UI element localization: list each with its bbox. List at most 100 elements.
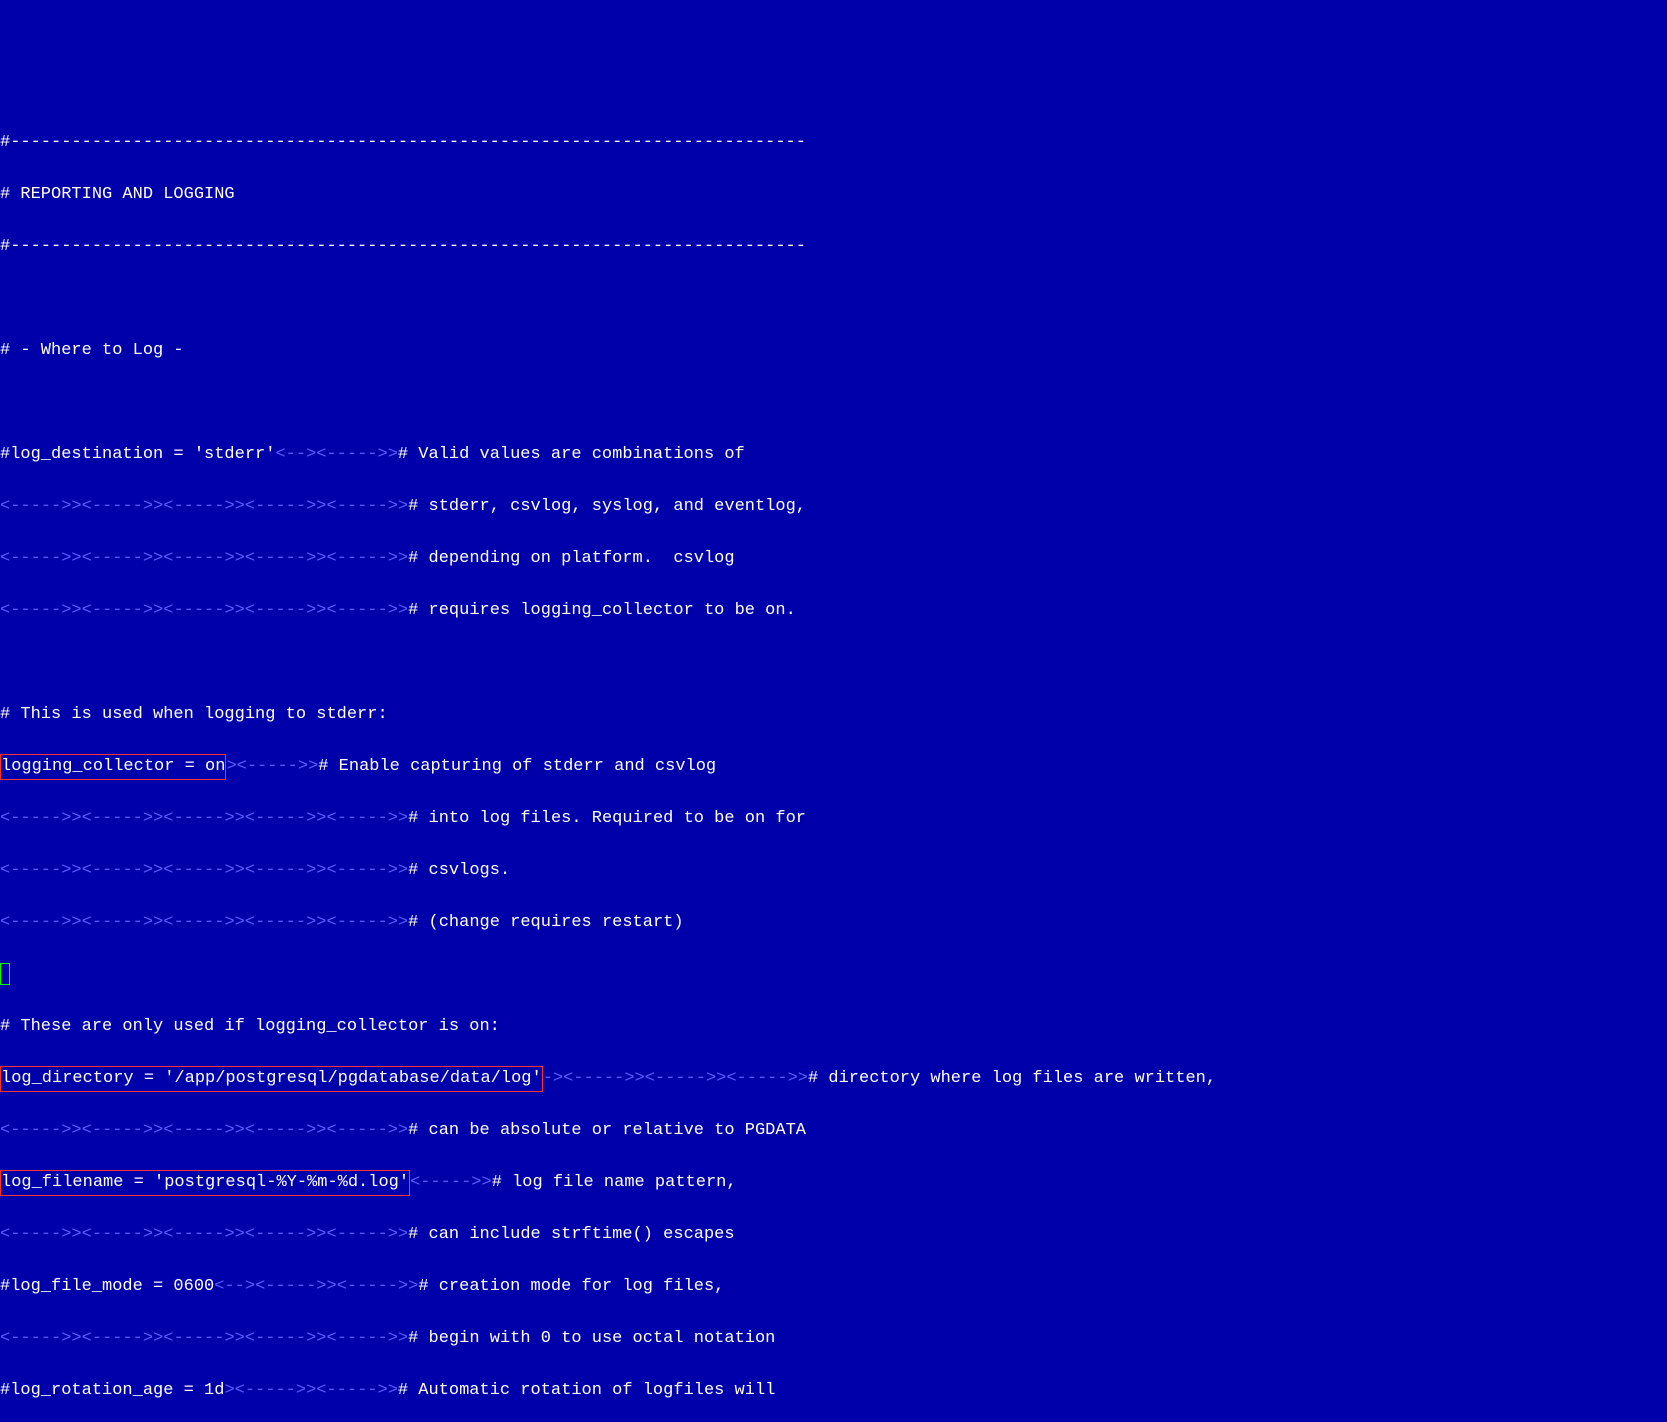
config-line: #log_destination = 'stderr'<--><----->>#…	[0, 442, 1667, 468]
tab-indicator: <----->	[337, 1277, 408, 1296]
tab-indicator: <----->	[163, 913, 234, 932]
tab-indicator: >	[71, 1121, 81, 1140]
config-text: #log_destination = 'stderr'	[0, 445, 275, 464]
tab-indicator: <----->	[0, 497, 71, 516]
tab-indicator: <----->	[245, 1329, 316, 1348]
tab-indicator: >	[398, 1121, 408, 1140]
tab-indicator: >	[71, 601, 81, 620]
tab-indicator: >	[153, 601, 163, 620]
tab-indicator: <----->	[0, 913, 71, 932]
tab-indicator: >	[482, 1173, 492, 1192]
tab-indicator: <----->	[237, 757, 308, 776]
tab-indicator: >	[398, 1329, 408, 1348]
tab-indicator: >	[316, 1121, 326, 1140]
tab-indicator: >	[153, 861, 163, 880]
tab-indicator: <----->	[0, 1225, 71, 1244]
tab-indicator: <----->	[245, 549, 316, 568]
highlighted-setting: log_directory = '/app/postgresql/pgdatab…	[0, 1066, 543, 1092]
tab-indicator: <----->	[0, 1121, 71, 1140]
tab-indicator: >	[235, 861, 245, 880]
config-line: logging_collector = on><----->># Enable …	[0, 754, 1667, 780]
tab-indicator: <----->	[0, 601, 71, 620]
tab-indicator: >	[316, 861, 326, 880]
tab-indicator: >	[235, 601, 245, 620]
tab-indicator: >	[71, 1329, 81, 1348]
tab-indicator: <----->	[245, 809, 316, 828]
config-line: <----->><----->><----->><----->><----->>…	[0, 1326, 1667, 1352]
tab-indicator: >	[398, 809, 408, 828]
tab-indicator: >	[153, 497, 163, 516]
config-line: log_filename = 'postgresql-%Y-%m-%d.log'…	[0, 1170, 1667, 1196]
config-line: log_directory = '/app/postgresql/pgdatab…	[0, 1066, 1667, 1092]
tab-indicator: <----->	[82, 913, 153, 932]
tab-indicator: <----->	[327, 1225, 398, 1244]
tab-indicator: >	[398, 1225, 408, 1244]
tab-indicator: <----->	[316, 1381, 387, 1400]
tab-indicator: >	[306, 1381, 316, 1400]
tab-indicator: >	[388, 445, 398, 464]
tab-indicator: >	[71, 549, 81, 568]
tab-indicator: >	[235, 1225, 245, 1244]
tab-indicator: >	[235, 1329, 245, 1348]
config-line: <----->><----->><----->><----->><----->>…	[0, 546, 1667, 572]
tab-indicator: >	[306, 445, 316, 464]
tab-indicator: <----->	[410, 1173, 481, 1192]
config-line	[0, 962, 1667, 988]
config-line: <----->><----->><----->><----->><----->>…	[0, 1222, 1667, 1248]
tab-indicator: <----->	[163, 1121, 234, 1140]
tab-indicator: <----->	[327, 1329, 398, 1348]
tab-indicator: <----->	[563, 1069, 634, 1088]
tab-indicator: <----->	[163, 601, 234, 620]
config-line: <----->><----->><----->><----->><----->>…	[0, 806, 1667, 832]
tab-indicator: >	[71, 497, 81, 516]
tab-indicator: >	[398, 601, 408, 620]
tab-indicator: >	[153, 1225, 163, 1244]
tab-indicator: >	[71, 913, 81, 932]
tab-indicator: >	[71, 861, 81, 880]
config-line	[0, 286, 1667, 312]
tab-indicator: <----->	[327, 861, 398, 880]
config-comment: # Enable capturing of stderr and csvlog	[318, 757, 716, 776]
tab-indicator: >	[226, 757, 236, 776]
tab-indicator: >	[398, 913, 408, 932]
tab-indicator: <----->	[327, 601, 398, 620]
tab-indicator: <----->	[163, 1329, 234, 1348]
tab-indicator: <----->	[0, 1329, 71, 1348]
tab-indicator: >	[398, 861, 408, 880]
tab-indicator: >	[316, 497, 326, 516]
config-line: # This is used when logging to stderr:	[0, 702, 1667, 728]
tab-indicator: >	[388, 1381, 398, 1400]
tab-indicator: <----->	[82, 497, 153, 516]
tab-indicator: >	[153, 913, 163, 932]
tab-indicator: >	[71, 1225, 81, 1244]
tab-indicator: <--	[275, 445, 306, 464]
tab-indicator: <----->	[327, 549, 398, 568]
tab-indicator: <----->	[0, 861, 71, 880]
config-comment: # Valid values are combinations of	[398, 445, 745, 464]
tab-indicator: <----->	[163, 861, 234, 880]
tab-indicator: <----->	[245, 913, 316, 932]
tab-indicator: <----->	[82, 549, 153, 568]
config-line: # - Where to Log -	[0, 338, 1667, 364]
tab-indicator: <----->	[82, 601, 153, 620]
tab-indicator: >	[235, 549, 245, 568]
tab-indicator: >	[235, 1121, 245, 1140]
tab-indicator: >	[224, 1381, 234, 1400]
tab-indicator: <----->	[82, 861, 153, 880]
tab-indicator: >	[308, 757, 318, 776]
tab-indicator: <----->	[82, 1225, 153, 1244]
tab-indicator: <--	[214, 1277, 245, 1296]
tab-indicator: >	[153, 809, 163, 828]
tab-indicator: <----->	[245, 861, 316, 880]
tab-indicator: >	[316, 913, 326, 932]
tab-indicator: <----->	[327, 913, 398, 932]
config-comment: # can include strftime() escapes	[408, 1225, 734, 1244]
tab-indicator: >	[326, 1277, 336, 1296]
tab-indicator: >	[153, 549, 163, 568]
tab-indicator: >	[398, 549, 408, 568]
tab-indicator: <----->	[245, 1225, 316, 1244]
config-comment: # stderr, csvlog, syslog, and eventlog,	[408, 497, 806, 516]
terminal-editor[interactable]: #---------------------------------------…	[0, 104, 1667, 1422]
tab-indicator: ->	[543, 1069, 563, 1088]
tab-indicator: >	[716, 1069, 726, 1088]
